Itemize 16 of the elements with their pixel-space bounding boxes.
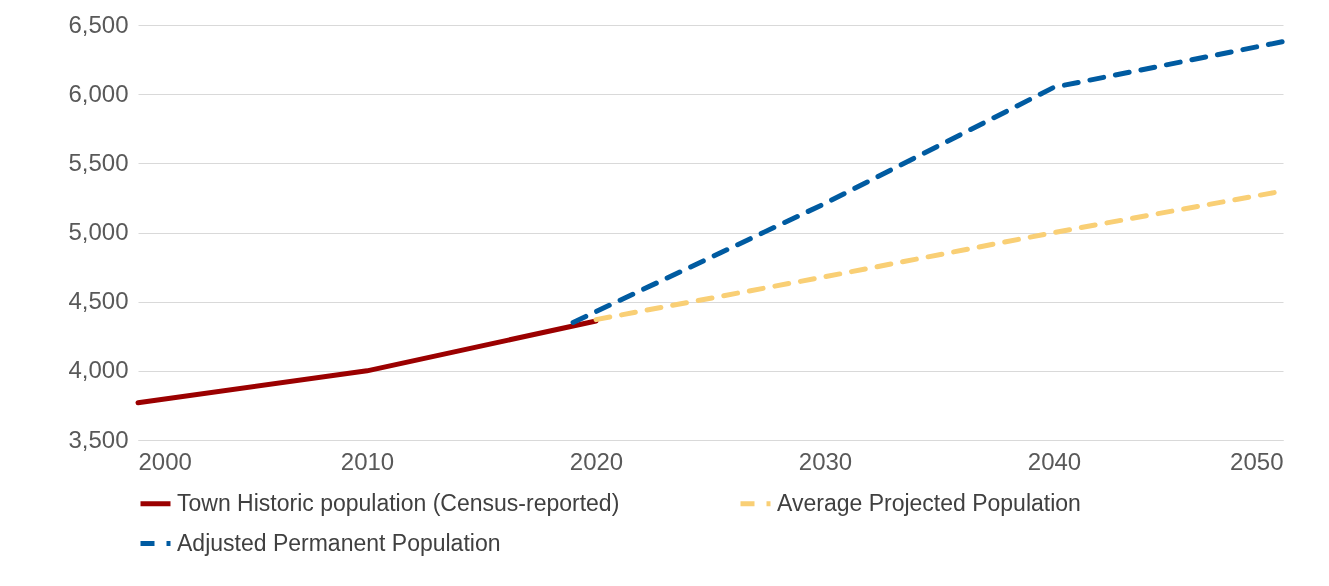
x-tick-label: 2000 — [138, 447, 192, 475]
legend-label: Adjusted Permanent Population — [177, 529, 501, 556]
legend-label: Town Historic population (Census-reported) — [177, 489, 620, 516]
y-tick-label: 3,500 — [68, 425, 129, 453]
y-tick-label: 6,500 — [68, 10, 129, 38]
y-tick-label: 4,500 — [68, 287, 129, 315]
y-tick-label: 4,000 — [68, 356, 129, 384]
y-tick-label: 6,000 — [68, 79, 129, 107]
x-tick-label: 2050 — [1230, 447, 1284, 475]
legend-label: Average Projected Population — [777, 489, 1081, 516]
x-tick-label: 2020 — [569, 447, 624, 475]
y-tick-label: 5,000 — [68, 218, 129, 245]
y-tick-label: 5,500 — [68, 148, 129, 176]
x-tick-label: 2010 — [340, 447, 395, 475]
x-tick-label: 2040 — [1027, 447, 1082, 475]
x-tick-label: 2030 — [798, 447, 853, 475]
